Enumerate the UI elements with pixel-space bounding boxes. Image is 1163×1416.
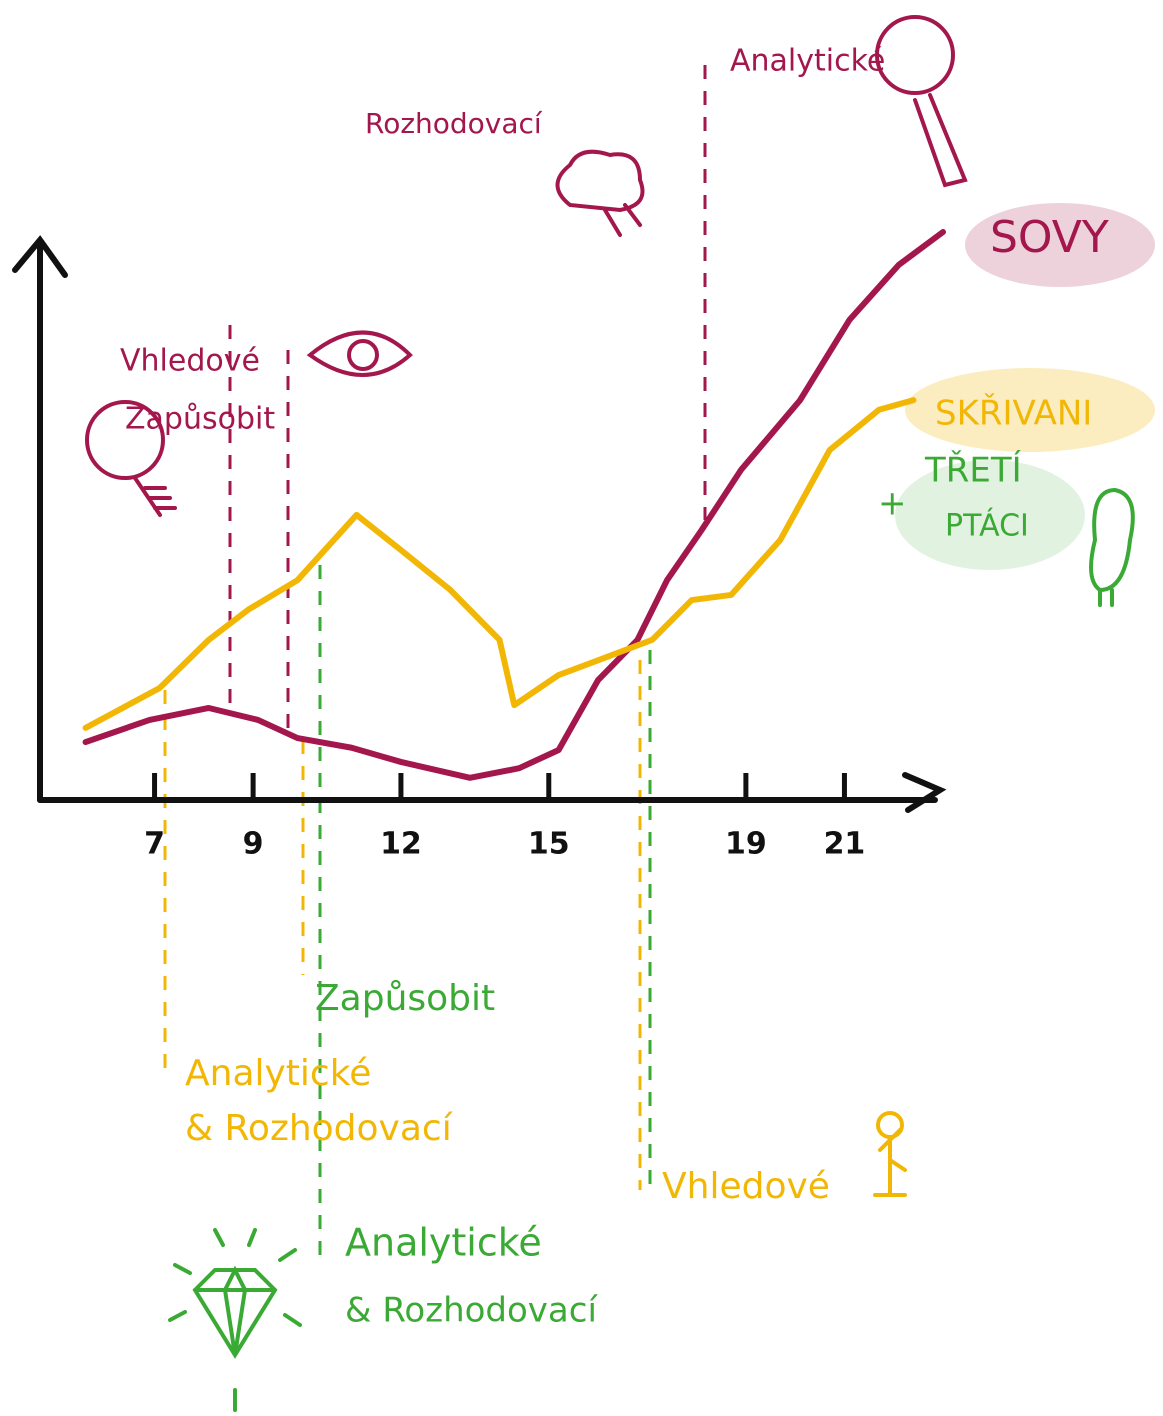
annotation: + [878,484,907,524]
annotation: TŘETÍ [924,450,1022,491]
bird-icon [1091,490,1133,605]
x-tick-label: 19 [725,827,767,862]
annotation: & Rozhodovací [345,1291,598,1331]
axes [15,240,940,810]
diamond-icon [170,1230,300,1410]
magnifier-icon [877,17,965,185]
chart: 7 9 12 15 19 21 SOVY SKŘIVANI Analytické Rozhodov… [0,0,1163,1416]
annotation: Vhledové [120,344,260,379]
x-axis [40,775,940,810]
annotation: Zapůsobit [315,978,495,1019]
annotation: Zapůsobit [125,402,275,437]
series-line [86,400,914,728]
person-icon [875,1113,905,1195]
annotation: & Rozhodovací [185,1108,453,1149]
annotation: Analytické [730,44,885,79]
annotation: Vhledové [662,1166,830,1207]
annotation: PTÁCI [945,508,1029,544]
eye-icon [310,333,410,376]
cloud-icon [558,152,643,235]
page: 7 9 12 15 19 21 SOVY SKŘIVANI Analytické Rozhodov… [0,0,1163,1416]
x-tick-label: 21 [824,827,866,862]
x-tick-label: 15 [528,827,570,862]
annotation: Analytické [185,1053,371,1094]
y-axis [15,240,65,800]
x-tick-label: 9 [243,827,264,862]
annotation: Analytické [345,1221,542,1265]
series-label: SOVY [990,212,1109,263]
annotation: Rozhodovací [365,107,543,140]
series-label: SKŘIVANI [935,393,1092,434]
x-tick-label: 12 [380,827,422,862]
x-tick-label: 7 [144,827,165,862]
